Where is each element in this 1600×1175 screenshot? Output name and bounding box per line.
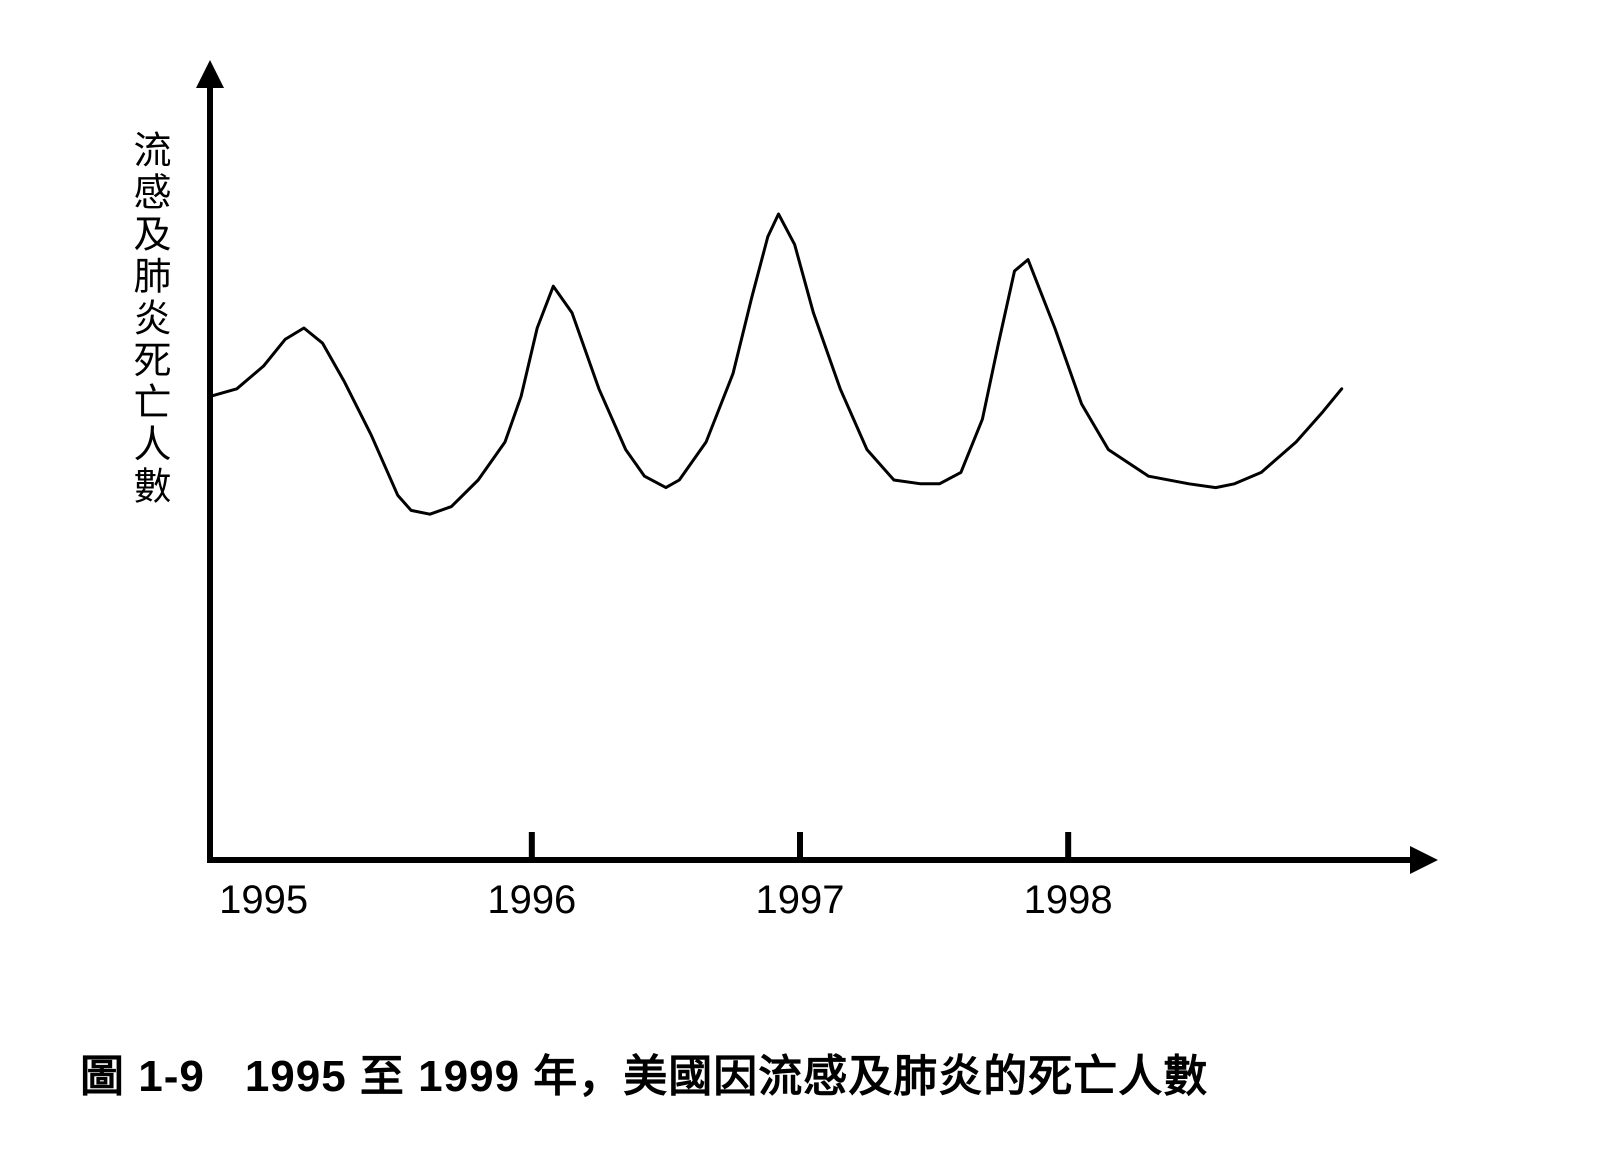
y-axis-label: 流感及肺炎死亡人數	[130, 130, 170, 508]
figure-number: 圖 1-9	[80, 1052, 205, 1101]
x-tick-label: 1997	[756, 878, 845, 923]
x-tick-label: 1995	[219, 878, 308, 923]
line-chart	[190, 60, 1470, 940]
figure-caption: 圖 1-9 1995 至 1999 年，美國因流感及肺炎的死亡人數	[80, 1040, 1520, 1104]
x-tick-label: 1998	[1024, 878, 1113, 923]
figure-caption-text: 1995 至 1999 年，美國因流感及肺炎的死亡人數	[245, 1052, 1208, 1101]
x-tick-label: 1996	[487, 878, 576, 923]
chart-container: 流感及肺炎死亡人數 1995 1996 1997 1998	[130, 60, 1470, 960]
